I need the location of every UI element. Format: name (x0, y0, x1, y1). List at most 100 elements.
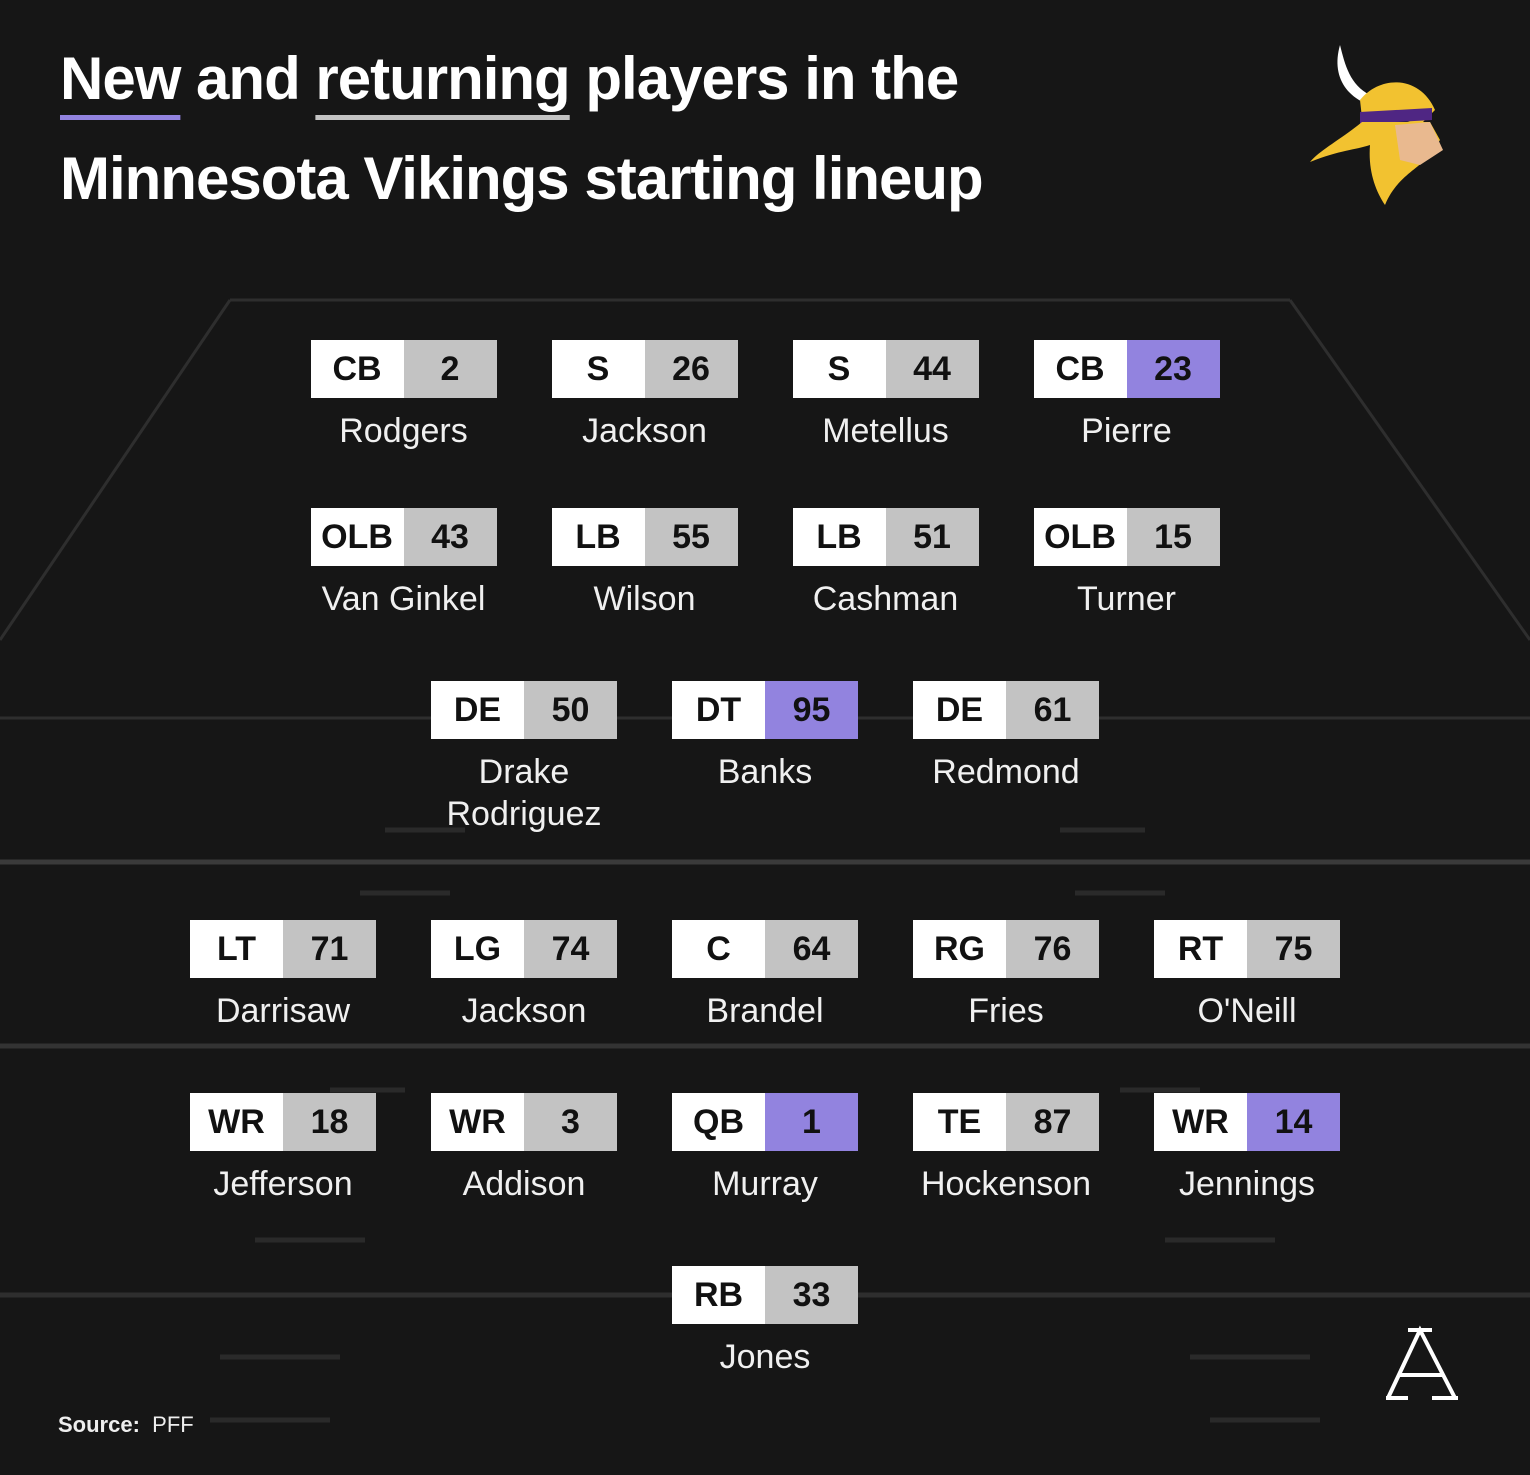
position: WR (431, 1093, 524, 1151)
player-name: Brandel (706, 992, 824, 1030)
title-word: New (60, 45, 181, 112)
jersey-number: 33 (765, 1266, 858, 1324)
position: OLB (1033, 508, 1127, 566)
player: S 44 Metellus (792, 340, 979, 450)
player: WR 3 Addison (431, 1093, 617, 1203)
source-value: PFF (152, 1412, 194, 1437)
position: CB (310, 340, 404, 398)
player-name: Metellus (822, 412, 949, 450)
jersey-number: 76 (1006, 920, 1099, 978)
title-word: and (180, 45, 316, 112)
title-line-2: Minnesota Vikings starting lineup (60, 145, 984, 212)
player-name: O'Neill (1197, 992, 1297, 1030)
jersey-number: 55 (644, 508, 738, 566)
position: QB (672, 1093, 765, 1151)
jersey-number: 15 (1126, 508, 1220, 566)
position: S (792, 340, 886, 398)
position: RB (672, 1266, 765, 1324)
player: WR 18 Jefferson (190, 1093, 376, 1203)
player-name: Van Ginkel (321, 580, 486, 618)
player-name: Banks (717, 753, 813, 791)
player: WR 14 Jennings (1154, 1093, 1340, 1203)
position: S (551, 340, 645, 398)
player-name: Jones (719, 1338, 811, 1376)
jersey-number: 26 (644, 340, 738, 398)
player: C 64 Brandel (672, 920, 858, 1030)
player: RB 33 Jones (672, 1266, 858, 1376)
player: RT 75 O'Neill (1154, 920, 1340, 1030)
player: OLB 43 Van Ginkel (310, 508, 497, 618)
position: DE (431, 681, 524, 739)
player: QB 1 Murray (672, 1093, 858, 1203)
player: DE 50 Drake Rodriguez (431, 681, 617, 833)
position: CB (1033, 340, 1127, 398)
publisher-logo (1386, 1325, 1458, 1400)
position: LT (190, 920, 283, 978)
player-name: Cashman (812, 580, 959, 618)
player: OLB 15 Turner (1033, 508, 1220, 618)
position: OLB (310, 508, 404, 566)
player: DE 61 Redmond (913, 681, 1099, 791)
position: RG (913, 920, 1006, 978)
jersey-number: 71 (283, 920, 376, 978)
jersey-number: 44 (885, 340, 979, 398)
jersey-number: 14 (1247, 1093, 1340, 1151)
player-name: Redmond (932, 753, 1080, 791)
player: CB 2 Rodgers (310, 340, 497, 450)
jersey-number: 2 (403, 340, 497, 398)
jersey-number: 95 (765, 681, 858, 739)
title-word: players in the (569, 45, 959, 112)
jersey-number: 51 (885, 508, 979, 566)
jersey-number: 23 (1126, 340, 1220, 398)
jersey-number: 43 (403, 508, 497, 566)
position: LG (431, 920, 524, 978)
position: WR (190, 1093, 283, 1151)
player: LT 71 Darrisaw (190, 920, 376, 1030)
player-name: Jackson (461, 992, 587, 1030)
source-label: Source: (58, 1412, 140, 1437)
position: DT (672, 681, 765, 739)
jersey-number: 61 (1006, 681, 1099, 739)
player-name: Jefferson (213, 1165, 353, 1203)
player-name: Drake Rodriguez (446, 753, 602, 833)
jersey-number: 87 (1006, 1093, 1099, 1151)
jersey-number: 1 (765, 1093, 858, 1151)
jersey-number: 64 (765, 920, 858, 978)
position: WR (1154, 1093, 1247, 1151)
player-name: Addison (462, 1165, 586, 1203)
player-name: Turner (1077, 580, 1176, 618)
jersey-number: 74 (524, 920, 617, 978)
player: LB 55 Wilson (551, 508, 738, 618)
player: S 26 Jackson (551, 340, 738, 450)
position: TE (913, 1093, 1006, 1151)
position: LB (792, 508, 886, 566)
position: C (672, 920, 765, 978)
player-name: Rodgers (339, 412, 468, 450)
jersey-number: 50 (524, 681, 617, 739)
player: DT 95 Banks (672, 681, 858, 791)
player-name: Hockenson (920, 1165, 1092, 1203)
source: Source: PFF (58, 1412, 194, 1438)
player-name: Jennings (1178, 1165, 1316, 1203)
position: LB (551, 508, 645, 566)
title-line-1: New and returning players in the (60, 44, 959, 113)
position: RT (1154, 920, 1247, 978)
jersey-number: 18 (283, 1093, 376, 1151)
player: TE 87 Hockenson (913, 1093, 1099, 1203)
player-name: Murray (712, 1165, 818, 1203)
player-name: Fries (968, 992, 1044, 1030)
jersey-number: 3 (524, 1093, 617, 1151)
player-name: Darrisaw (215, 992, 351, 1030)
jersey-number: 75 (1247, 920, 1340, 978)
player: RG 76 Fries (913, 920, 1099, 1030)
player-name: Jackson (582, 412, 707, 450)
vikings-logo (1310, 45, 1443, 205)
player: CB 23 Pierre (1033, 340, 1220, 450)
position: DE (913, 681, 1006, 739)
player: LB 51 Cashman (792, 508, 979, 618)
player-name: Pierre (1081, 412, 1172, 450)
player: LG 74 Jackson (431, 920, 617, 1030)
player-name: Wilson (593, 580, 696, 618)
